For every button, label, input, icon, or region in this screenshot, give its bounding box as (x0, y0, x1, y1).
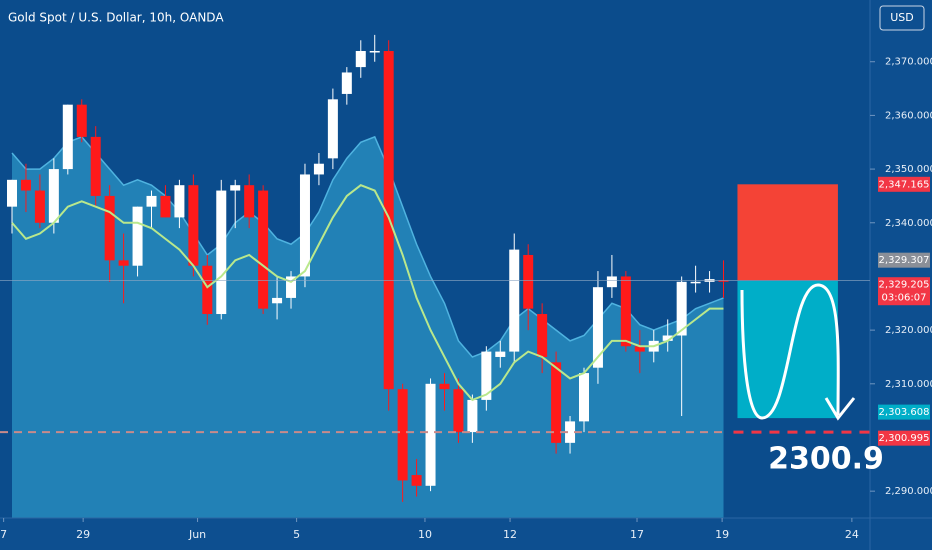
chart-title: Gold Spot / U.S. Dollar, 10h, OANDA (8, 11, 224, 25)
x-tick-label: 17 (630, 528, 644, 541)
y-tick-label: 2,310.000 (885, 379, 932, 390)
candle-body (481, 351, 492, 400)
candle-body (20, 179, 31, 191)
price-tag-label: 2,329.205 (879, 280, 930, 291)
candle-body (174, 185, 185, 218)
y-tick-label: 2,340.000 (885, 218, 932, 229)
candle-body (592, 287, 603, 368)
candle-body (509, 249, 520, 352)
y-tick-label: 2,290.000 (885, 486, 932, 497)
price-tag-label: 2,347.165 (879, 179, 930, 190)
y-tick-label: 2,370.000 (885, 57, 932, 68)
candle-body (355, 50, 366, 68)
x-tick-label: 10 (418, 528, 432, 541)
trade-zone (737, 184, 838, 281)
price-tag (878, 252, 930, 268)
x-tick-label: 24 (845, 528, 859, 541)
candle-body (425, 383, 436, 486)
price-tag (878, 430, 930, 446)
candle-body (411, 475, 422, 486)
x-tick-label: 12 (503, 528, 517, 541)
price-tag (878, 277, 930, 306)
currency-label[interactable]: USD (890, 11, 914, 24)
price-tag (878, 404, 930, 420)
candle-body (299, 174, 310, 277)
projection-arrow (740, 283, 840, 420)
candle-body (90, 136, 101, 196)
candle-body (6, 179, 17, 207)
candle-body (341, 72, 352, 94)
candle-body (606, 276, 617, 288)
y-tick-label: 2,350.000 (885, 164, 932, 175)
price-tag-label: 2,303.608 (879, 407, 930, 418)
candle-body (146, 195, 157, 207)
candle-body (369, 50, 380, 53)
candle-body (327, 99, 338, 159)
trade-zone (737, 280, 838, 419)
price-tag-label: 2,300.995 (879, 433, 930, 444)
candle-body (216, 190, 227, 315)
x-tick-label: 29 (76, 528, 90, 541)
candle-body (76, 104, 87, 137)
candle-body (202, 265, 213, 315)
currency-box[interactable] (879, 5, 925, 31)
candle-body (565, 421, 576, 443)
candle-body (313, 163, 324, 175)
candle-body (578, 373, 589, 422)
x-tick-label: 19 (715, 528, 729, 541)
x-tick-label: Jun (188, 528, 206, 541)
candle-body (272, 297, 283, 304)
candle-body (495, 351, 506, 357)
candle-body (537, 314, 548, 357)
candle-body (676, 281, 687, 336)
candle-body (523, 254, 534, 309)
candle-body (132, 206, 143, 266)
candle-body (244, 185, 255, 218)
candle-body (453, 389, 464, 433)
candle-body (634, 346, 645, 352)
arrow-head (824, 397, 856, 421)
band-line (11, 135, 724, 358)
candle-body (34, 190, 45, 223)
x-tick-label: 7 (0, 528, 7, 541)
candle-body (160, 195, 171, 218)
candle-body (662, 335, 673, 341)
candle-body (551, 362, 562, 443)
candle-body (439, 383, 450, 390)
y-tick-label: 2,360.000 (885, 110, 932, 121)
moving-average (11, 184, 724, 402)
candle-body (620, 276, 631, 347)
candle-body (104, 195, 115, 261)
target-label: 2300.9 (768, 442, 884, 477)
candle-body (188, 185, 199, 266)
candle-body (286, 276, 297, 298)
candle-body (258, 190, 269, 309)
candle-body (467, 399, 478, 433)
price-tag (878, 176, 930, 192)
candle-body (62, 104, 73, 170)
price-tag-label: 2,329.307 (879, 255, 930, 266)
candle-body (397, 389, 408, 481)
candle-body (230, 185, 241, 191)
y-tick-label: 2,320.000 (885, 325, 932, 336)
candle-body (118, 260, 129, 266)
candle-body (48, 169, 59, 223)
countdown-label: 03:06:07 (882, 293, 927, 304)
x-tick-label: 5 (293, 528, 300, 541)
candle-body (690, 281, 701, 284)
